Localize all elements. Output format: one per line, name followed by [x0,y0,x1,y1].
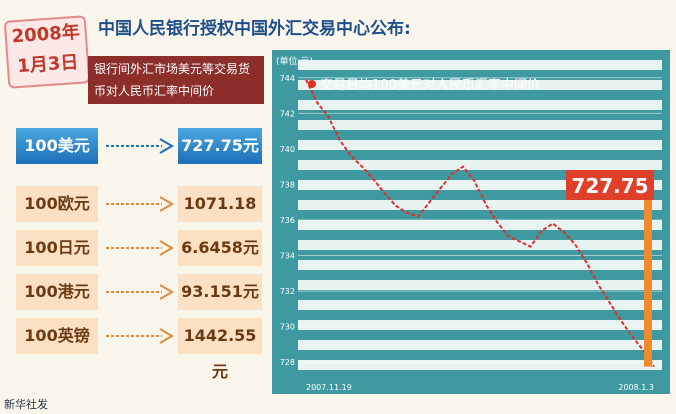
rate-value: 93.151元 [178,274,262,310]
stripe [298,240,662,250]
stripe [298,360,662,370]
arrow [104,194,174,214]
title: 中国人民银行授权中国外汇交易中心公布: [98,14,411,39]
arrow [104,136,174,156]
value-label: 727.75 [571,174,648,198]
amount: 100欧元 [16,186,98,222]
day: 1月3日 [8,47,88,82]
x-tick-label: 2007.11.19 [306,383,352,392]
chart: (单位:元) 728 730 732 734 736 738 740 742 744 交易日均100… [272,50,670,394]
footer: 新华社发 [4,396,48,412]
amount: 100英镑 [16,318,98,354]
stripe [298,280,662,290]
rate-value: 727.75元 [178,128,262,164]
stripe [298,220,662,230]
amount: 100日元 [16,230,98,266]
rate-value: 1071.18元 [178,186,262,222]
chart-title: 交易日均100美元对人民币汇率中间价 [320,77,540,93]
y-tick-label: 732 [280,287,295,296]
arrow [104,238,174,258]
rate-row: 100美元 727.75元 [16,128,262,164]
stripe [298,260,662,270]
rate-value: 6.6458元 [178,230,262,266]
amount: 100港元 [16,274,98,310]
stripe [298,320,662,330]
rate-row: 100日元 6.6458元 [16,230,262,266]
y-tick-label: 728 [280,358,295,367]
x-tick-label: 2008.1.3 [618,383,654,392]
rate-row: 100港元 93.151元 [16,274,262,310]
y-tick-label: 730 [280,323,295,332]
amount: 100美元 [16,128,98,164]
arrow [104,282,174,302]
stripe [298,300,662,310]
stripe [298,100,662,110]
y-tick-label: 742 [280,109,295,118]
page: 2008年 1月3日 中国人民银行授权中国外汇交易中心公布: 银行间外汇市场美元… [0,0,676,414]
stripe [298,120,662,130]
y-tick-label: 738 [280,180,295,189]
stripe [298,200,662,210]
rate-row: 100英镑 1442.55元 [16,318,262,354]
rate-value: 1442.55元 [178,318,262,354]
stripe [298,340,662,350]
y-tick-label: 734 [280,252,295,261]
arrow [104,326,174,346]
subtitle: 银行间外汇市场美元等交易货币对人民币汇率中间价 [88,56,264,104]
stripe [298,60,662,70]
stripe [298,160,662,170]
y-tick-label: 740 [280,145,295,154]
y-tick-label: 744 [280,74,295,83]
y-label: (单位:元) [276,55,313,67]
highlight-stem [644,198,652,367]
rate-row: 100欧元 1071.18元 [16,186,262,222]
date-badge: 2008年 1月3日 [4,15,91,89]
y-tick-label: 736 [280,216,295,225]
